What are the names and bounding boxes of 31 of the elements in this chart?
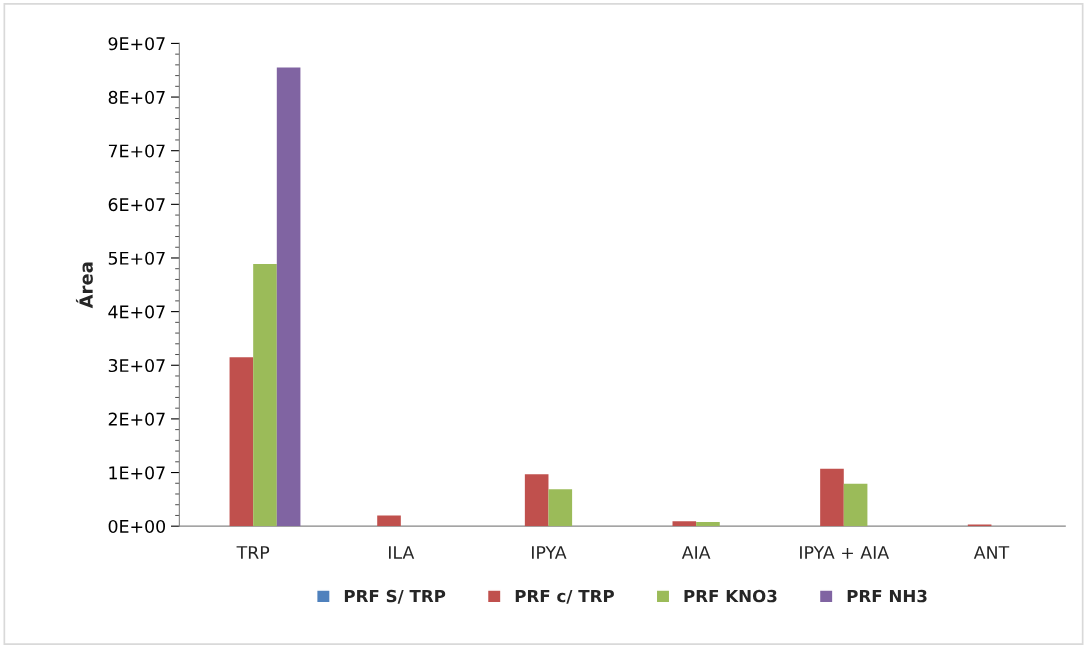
- bar: [548, 489, 573, 527]
- y-tick-label: 1E+07: [109, 466, 165, 480]
- legend-label: PRF KNO3: [684, 589, 777, 603]
- legend-label: PRF NH3: [847, 589, 927, 603]
- bar: [843, 483, 868, 527]
- y-tick-label: 9E+07: [108, 37, 165, 51]
- y-tick-label: 7E+07: [108, 144, 165, 158]
- y-tick-label: 6E+07: [108, 198, 165, 212]
- y-tick-label: 2E+07: [108, 412, 165, 426]
- y-tick-label: 0E+00: [108, 519, 165, 534]
- x-tick-label: ILA: [389, 546, 415, 559]
- x-tick-label: AIA: [681, 546, 711, 559]
- legend-label: PRF S/ TRP: [344, 589, 446, 604]
- x-tick-label: IPYA + AIA: [800, 546, 890, 559]
- bar: [672, 521, 697, 527]
- bar: [253, 263, 277, 527]
- bar: [276, 67, 301, 527]
- bar: [524, 474, 549, 527]
- bar: [229, 357, 254, 527]
- x-tick-label: IPYA: [532, 546, 567, 559]
- x-tick-label: TRP: [236, 546, 270, 559]
- bar: [377, 515, 401, 527]
- legend-label: PRF c/ TRP: [515, 589, 614, 604]
- bar: [696, 521, 720, 527]
- y-tick-label: 3E+07: [108, 358, 165, 373]
- bar: [820, 468, 844, 527]
- y-tick-label: 5E+07: [108, 251, 165, 265]
- x-tick-label: ANT: [973, 546, 1010, 559]
- y-tick-label: 4E+07: [108, 305, 165, 319]
- y-tick-label: 8E+07: [108, 90, 165, 104]
- y-axis-title: Área: [75, 262, 93, 309]
